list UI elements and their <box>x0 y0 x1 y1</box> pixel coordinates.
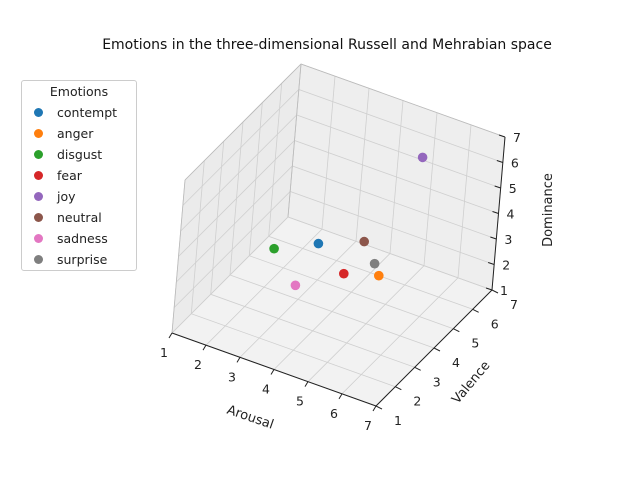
legend-item-joy: joy <box>32 187 76 205</box>
legend-marker <box>34 191 43 201</box>
x-tick-mark <box>338 393 343 400</box>
y-tick-mark <box>395 386 402 391</box>
legend: Emotions contempt anger disgust fear joy neut… <box>21 80 137 271</box>
x-axis-label: Arousal <box>225 403 276 433</box>
x-tick-label: 2 <box>194 357 202 372</box>
point-disgust <box>269 243 279 254</box>
x-tick-mark <box>270 369 275 375</box>
y-tick-label: 1 <box>394 413 402 428</box>
legend-label: contempt <box>57 104 118 120</box>
z-tick-label: 7 <box>513 130 521 145</box>
legend-marker <box>34 254 43 264</box>
legend-item-disgust: disgust <box>32 145 102 163</box>
chart-title: Emotions in the three-dimensional Russel… <box>102 37 552 53</box>
legend-item-fear: fear <box>32 166 82 184</box>
point-neutral <box>359 236 370 247</box>
y-tick-mark <box>491 289 499 294</box>
legend-label: joy <box>57 188 76 204</box>
z-tick-label: 1 <box>500 283 508 298</box>
z-tick-mark <box>490 236 497 240</box>
y-tick-label: 6 <box>491 316 499 331</box>
y-tick-mark <box>414 366 421 371</box>
z-tick-mark <box>496 160 503 163</box>
point-contempt <box>313 238 324 249</box>
pane-edge <box>184 63 302 181</box>
legend-item-contempt: contempt <box>32 103 117 121</box>
pane-edge <box>287 63 302 218</box>
x-tick-label: 7 <box>364 418 372 433</box>
legend-item-anger: anger <box>32 124 93 142</box>
point-joy <box>417 152 428 163</box>
data-points <box>269 152 428 291</box>
legend-marker <box>34 128 43 138</box>
legend-item-neutral: neutral <box>32 208 102 226</box>
z-tick-mark <box>492 211 499 214</box>
z-tick-label: 3 <box>504 232 512 247</box>
x-tick-label: 3 <box>228 369 236 384</box>
y-tick-mark <box>472 308 479 313</box>
legend-label: fear <box>57 167 82 183</box>
legend-marker <box>34 149 43 159</box>
z-axis-label: Dominance <box>541 173 556 247</box>
y-tick-label: 7 <box>510 297 518 312</box>
legend-item-sadness: sadness <box>32 229 108 247</box>
pane-edge <box>300 63 506 138</box>
point-sadness <box>290 280 301 291</box>
x-tick-label: 4 <box>262 382 270 397</box>
point-anger <box>374 270 384 281</box>
x-tick-label: 1 <box>160 345 168 360</box>
z-tick-mark <box>488 262 495 265</box>
y-tick-label: 4 <box>452 355 460 370</box>
x-tick-mark <box>168 332 173 339</box>
legend-marker <box>34 233 43 243</box>
z-tick-label: 5 <box>509 181 517 196</box>
x-tick-mark <box>372 405 377 412</box>
z-tick-mark <box>485 287 493 291</box>
z-tick-mark <box>494 185 501 189</box>
legend-label: neutral <box>57 209 102 225</box>
legend-label: anger <box>57 125 94 141</box>
z-tick-label: 6 <box>511 156 519 171</box>
point-surprise <box>369 258 380 269</box>
pane-edge <box>171 179 186 334</box>
legend-marker <box>34 107 43 117</box>
x-tick-mark <box>236 357 241 363</box>
z-tick-label: 4 <box>507 207 515 222</box>
legend-marker <box>34 170 43 180</box>
x-tick-mark <box>202 344 207 351</box>
y-tick-mark <box>433 347 441 352</box>
z-tick-label: 2 <box>502 258 510 273</box>
y-tick-mark <box>453 328 460 333</box>
legend-title: Emotions <box>49 84 109 99</box>
legend-label: disgust <box>57 146 103 162</box>
x-tick-mark <box>304 381 309 387</box>
y-tick-label: 5 <box>471 336 479 351</box>
legend-label: surprise <box>57 251 108 267</box>
z-tick-mark <box>498 134 506 138</box>
legend-marker <box>34 212 43 222</box>
point-fear <box>339 268 349 279</box>
y-tick-mark <box>375 405 383 410</box>
x-tick-label: 5 <box>296 394 304 409</box>
y-tick-label: 2 <box>413 394 421 409</box>
y-tick-label: 3 <box>433 374 441 389</box>
x-tick-label: 6 <box>330 406 338 421</box>
legend-label: sadness <box>57 230 108 246</box>
legend-item-surprise: surprise <box>32 250 107 268</box>
